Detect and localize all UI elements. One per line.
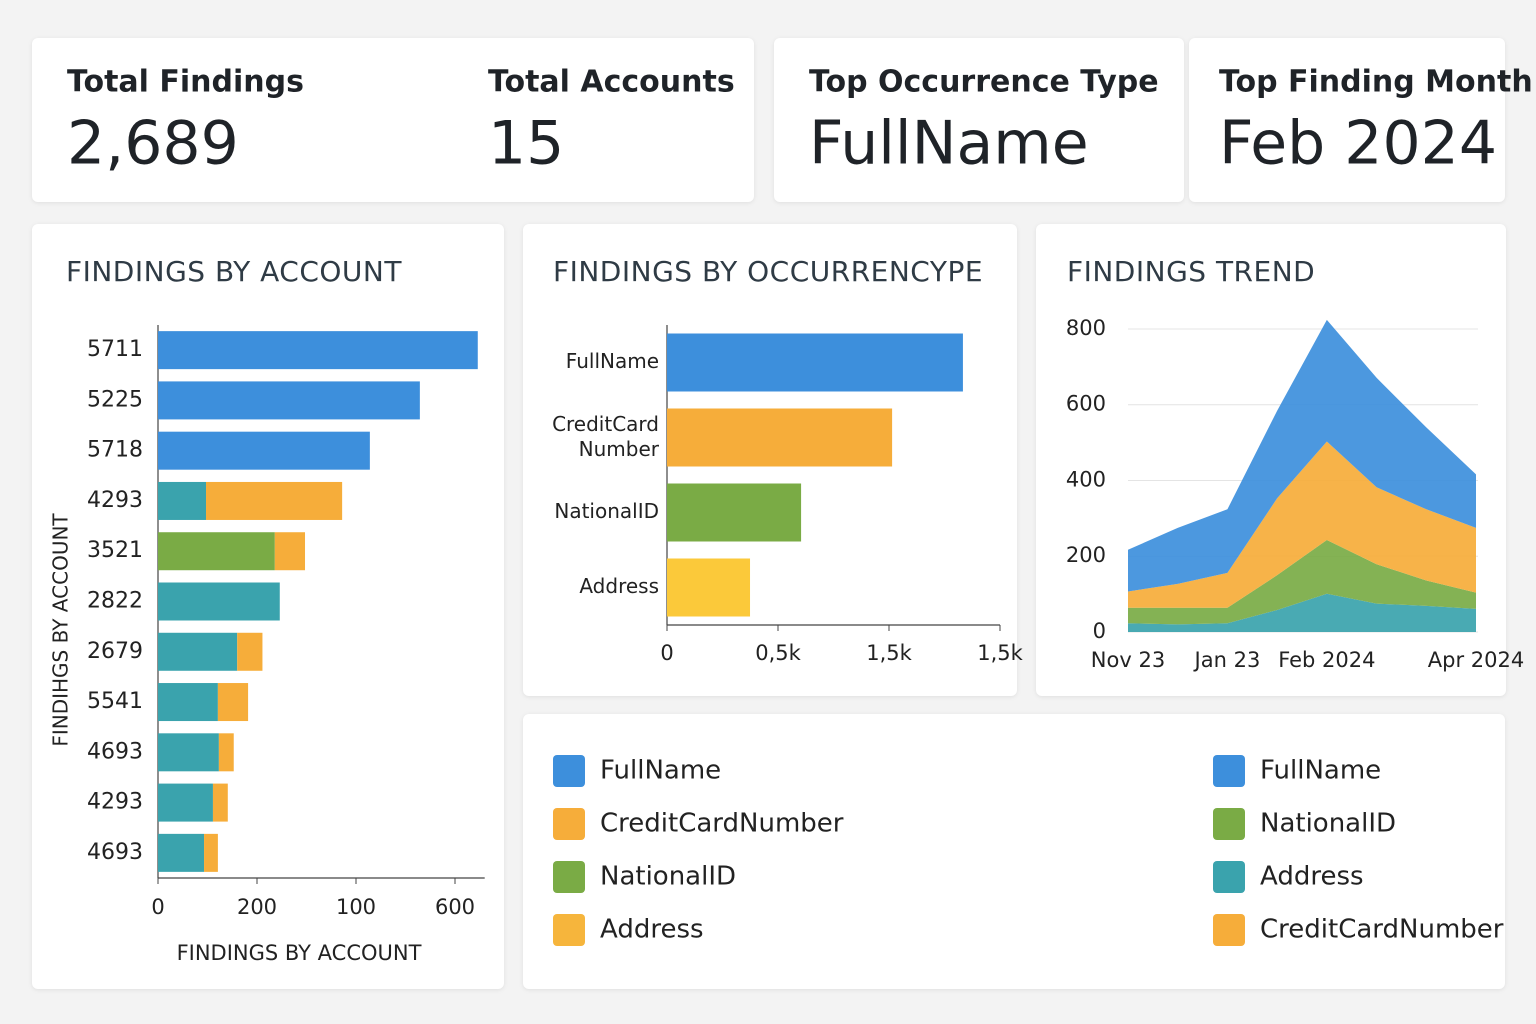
y-tick-label: 5541 <box>87 689 143 714</box>
area <box>1128 441 1476 608</box>
legend-label: NationalID <box>1260 809 1396 839</box>
x-tick-label: 1,5k <box>866 641 912 665</box>
kpi-value: FullName <box>809 109 1089 179</box>
bar-segment <box>218 733 234 772</box>
bar-segment <box>237 632 263 671</box>
kpi-card <box>1189 38 1505 202</box>
area <box>1128 593 1476 632</box>
legend-swatch <box>1213 914 1245 946</box>
y-tick-label: 2679 <box>87 639 143 664</box>
legend-swatch <box>553 861 585 893</box>
y-tick-label: 4693 <box>87 739 143 764</box>
legend-label: NationalID <box>600 862 736 892</box>
bar-segment <box>158 783 213 822</box>
legend-swatch <box>553 755 585 787</box>
legend-label: FullName <box>1260 756 1381 786</box>
y-tick-label: 5225 <box>87 387 143 412</box>
legend-label: CreditCardNumber <box>1260 915 1504 945</box>
legend-label: FullName <box>600 756 721 786</box>
x-tick-label: Feb 2024 <box>1278 648 1375 672</box>
kpi-label: Total Accounts <box>488 65 735 100</box>
x-tick-label: Nov 23 <box>1091 648 1165 672</box>
y-tick-label: 5711 <box>87 337 143 362</box>
bar-segment <box>158 632 238 671</box>
bar <box>667 408 893 467</box>
y-tick-label: 0 <box>1093 619 1106 643</box>
bar-segment <box>158 582 280 621</box>
y-tick-label: 200 <box>1066 543 1106 567</box>
y-tick-label: 4293 <box>87 790 143 815</box>
x-tick-label: 100 <box>336 895 376 919</box>
area <box>1128 539 1476 625</box>
x-tick-label: 0,5k <box>755 641 801 665</box>
x-tick-label: 1,5k <box>977 641 1023 665</box>
x-tick-label: Jan 23 <box>1193 648 1261 672</box>
legend-swatch <box>1213 755 1245 787</box>
chart-title: FINDINGS TREND <box>1067 255 1315 288</box>
legend-swatch <box>553 914 585 946</box>
chart-title: FINDINGS BY ACCOUNT <box>66 255 402 288</box>
y-tick-label: 5718 <box>87 438 143 463</box>
y-tick-label: 4693 <box>87 840 143 865</box>
y-tick-label: Address <box>579 574 659 598</box>
legend-label: Address <box>600 915 704 945</box>
x-tick-label: 600 <box>435 895 475 919</box>
y-tick-label: 400 <box>1066 467 1106 491</box>
kpi-card <box>32 38 754 202</box>
bar <box>667 333 963 392</box>
legend-swatch <box>553 808 585 840</box>
bar-segment <box>204 833 218 872</box>
area <box>1128 319 1476 592</box>
legend-label: CreditCardNumber <box>600 809 844 839</box>
bar-segment <box>158 331 478 370</box>
legend-swatch <box>1213 861 1245 893</box>
kpi-card <box>774 38 1184 202</box>
bar-segment <box>217 683 249 722</box>
bar-segment <box>274 532 306 571</box>
y-axis-label: FINDIHGS BY ACCOUNT <box>49 513 73 747</box>
kpi-value: 2,689 <box>67 109 239 179</box>
bar-segment <box>158 532 275 571</box>
bar-segment <box>158 683 218 722</box>
y-tick-label: 3521 <box>87 538 143 563</box>
y-tick-label: 4293 <box>87 488 143 513</box>
x-tick-label: Apr 2024 <box>1428 648 1524 672</box>
x-tick-label: 200 <box>237 895 277 919</box>
kpi-value: 15 <box>488 109 564 179</box>
y-tick-label: 800 <box>1066 316 1106 340</box>
legend-card <box>523 714 1505 989</box>
kpi-label: Total Findings <box>67 65 304 100</box>
y-tick-label: CreditCard Number <box>552 412 660 461</box>
bar-segment <box>158 833 205 872</box>
bar-segment <box>206 481 343 520</box>
kpi-value: Feb 2024 <box>1219 109 1497 179</box>
x-tick-label: 0 <box>660 641 673 665</box>
kpi-label: Top Finding Month <box>1219 65 1533 100</box>
kpi-label: Top Occurrence Type <box>809 65 1159 100</box>
bar <box>667 558 751 617</box>
x-axis-label: FINDINGS BY ACCOUNT <box>177 941 422 965</box>
legend-label: Address <box>1260 862 1364 892</box>
y-tick-label: 2822 <box>87 589 143 614</box>
y-tick-label: 600 <box>1066 392 1106 416</box>
y-tick-label: FullName <box>566 349 659 373</box>
bar-segment <box>158 481 207 520</box>
bar-segment <box>158 381 420 420</box>
chart-title: FINDINGS BY OCCURRENCYPE <box>553 255 983 288</box>
x-tick-label: 0 <box>151 895 164 919</box>
y-tick-label: NationalID <box>554 499 659 523</box>
bar-segment <box>158 733 219 772</box>
bar-segment <box>158 431 370 470</box>
bar <box>667 483 802 542</box>
bar-segment <box>212 783 228 822</box>
legend-swatch <box>1213 808 1245 840</box>
